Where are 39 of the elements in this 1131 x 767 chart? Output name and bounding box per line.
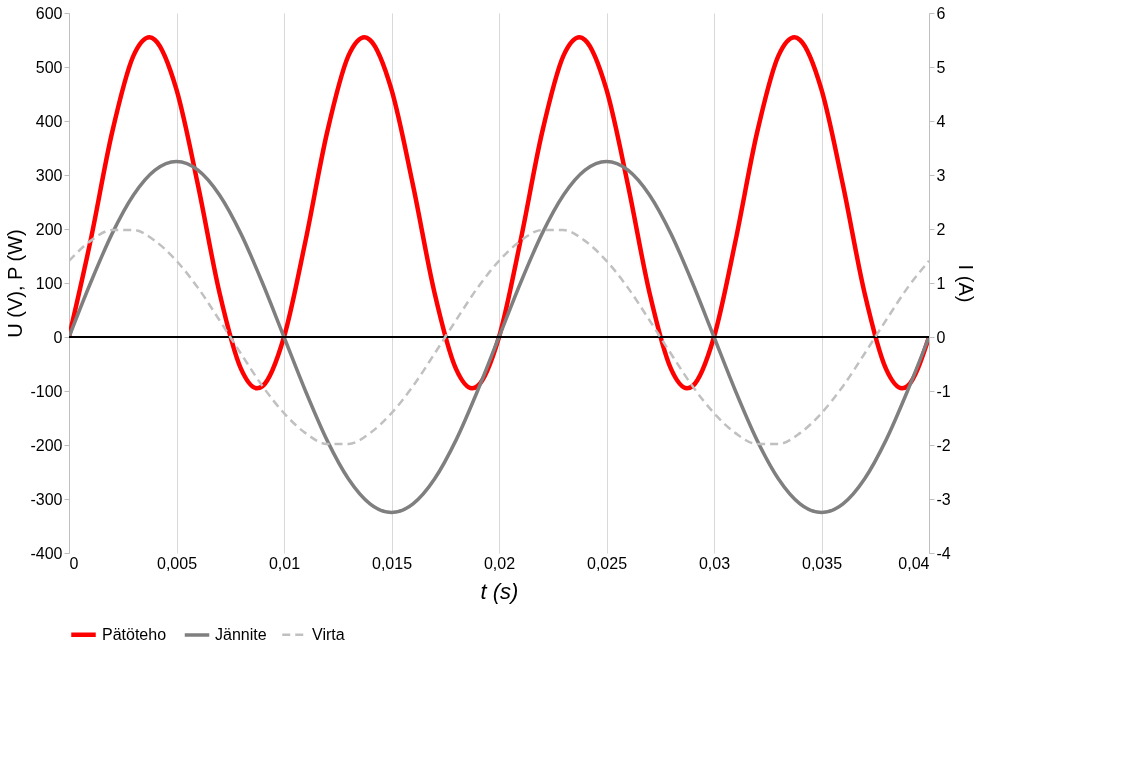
line-series — [69, 159, 929, 515]
x-tick-label: 0 — [69, 554, 79, 572]
y-tick-label: 600 — [35, 4, 63, 22]
x-axis-title: t (s) — [480, 578, 519, 604]
x-tick-label: 0,035 — [801, 554, 843, 572]
x-tick-label: 0,005 — [156, 554, 198, 572]
line-series — [69, 35, 929, 391]
y-tick-label: -400 — [30, 544, 63, 562]
y-tick-label: -100 — [30, 382, 63, 400]
y2-tick-label: 3 — [936, 166, 946, 184]
y2-tick-label: 5 — [936, 58, 946, 76]
y2-tick-label: -4 — [936, 544, 951, 562]
x-tick-label: 0,025 — [586, 554, 628, 572]
y2-tick-label: 1 — [936, 274, 946, 292]
y-tick-label: 200 — [35, 220, 63, 238]
y2-tick-label: -2 — [936, 436, 951, 454]
y2-tick-label: -1 — [936, 382, 951, 400]
y-tick-label: 100 — [35, 274, 63, 292]
y-tick-label: 300 — [35, 166, 63, 184]
x-tick-label: 0,04 — [898, 554, 930, 572]
y-tick-label: 400 — [35, 112, 63, 130]
legend-label: Virta — [312, 625, 345, 643]
legend-label: Pätöteho — [102, 625, 167, 643]
y2-tick-label: 4 — [936, 112, 946, 130]
y-tick-label: 500 — [35, 58, 63, 76]
y2-tick-label: 6 — [936, 4, 946, 22]
legend-label: Jännite — [215, 626, 267, 643]
x-tick-label: 0,01 — [268, 554, 301, 572]
y2-tick-label: -3 — [936, 490, 951, 508]
y-tick-label: -200 — [30, 436, 63, 454]
y-axis-title: U (V), P (W) — [4, 229, 27, 338]
x-tick-label: 0,03 — [698, 554, 731, 572]
y-tick-label: -300 — [30, 490, 63, 508]
x-tick-label: 0,02 — [483, 554, 516, 572]
x-tick-label: 0,015 — [371, 554, 413, 572]
y2-tick-label: 0 — [936, 328, 946, 346]
y-tick-label: 0 — [53, 328, 63, 346]
y2-axis-title: I (A) — [954, 264, 977, 303]
y2-tick-label: 2 — [936, 220, 946, 238]
